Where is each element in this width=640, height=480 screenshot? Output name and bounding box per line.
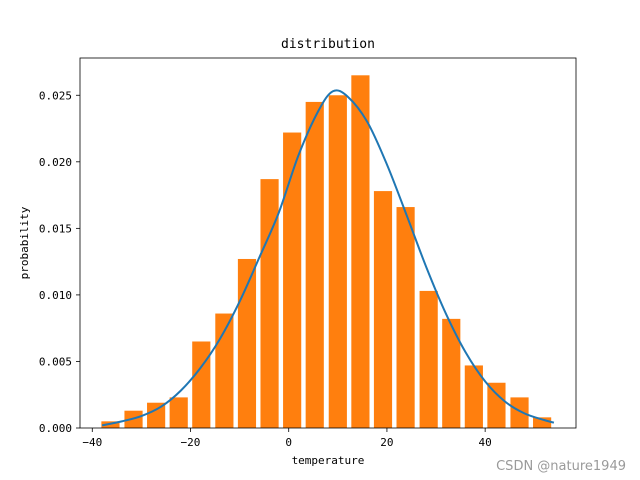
bar-12 (373, 191, 393, 428)
watermark-text: CSDN @nature1949 (496, 459, 626, 474)
plot-area (80, 58, 576, 428)
y-tick-label-0: 0.000 (39, 422, 72, 435)
x-tick-label-3: 20 (380, 436, 393, 449)
plot-frame (79, 57, 577, 429)
chart-title: distribution (281, 37, 375, 52)
y-tick-label-2: 0.010 (39, 289, 72, 302)
bar-13 (396, 207, 415, 428)
bar-5 (215, 313, 234, 428)
y-ticks: 0.000 0.005 0.010 0.015 0.020 0.025 (39, 89, 80, 435)
line-layer (101, 89, 555, 427)
y-tick-label-5: 0.025 (39, 89, 72, 102)
density-curve (101, 89, 555, 427)
y-tick-label-1: 0.005 (39, 355, 72, 368)
bar-7 (260, 179, 279, 428)
bar-14 (419, 290, 438, 428)
bar-2 (147, 402, 166, 428)
bar-9 (305, 101, 324, 428)
x-axis-label: temperature (292, 454, 365, 467)
y-tick-label-3: 0.015 (39, 222, 72, 235)
bar-15 (442, 318, 461, 428)
bar-17 (487, 382, 506, 428)
bar-19 (533, 417, 552, 428)
x-tick-label-2: 0 (285, 436, 292, 449)
y-axis-label: probability (18, 206, 31, 279)
bar-16 (464, 365, 483, 428)
y-tick-label-4: 0.020 (39, 156, 72, 169)
bars-layer (101, 75, 552, 429)
bar-11 (351, 75, 370, 428)
x-tick-label-1: −20 (181, 436, 201, 449)
bar-3 (169, 397, 188, 428)
bar-8 (283, 132, 302, 428)
x-tick-label-4: 40 (479, 436, 492, 449)
bar-10 (328, 95, 347, 429)
x-tick-label-0: −40 (82, 436, 102, 449)
x-ticks: −40 −20 0 20 40 (82, 428, 492, 449)
bar-4 (192, 341, 211, 428)
bar-6 (237, 258, 257, 428)
bar-18 (510, 397, 529, 428)
